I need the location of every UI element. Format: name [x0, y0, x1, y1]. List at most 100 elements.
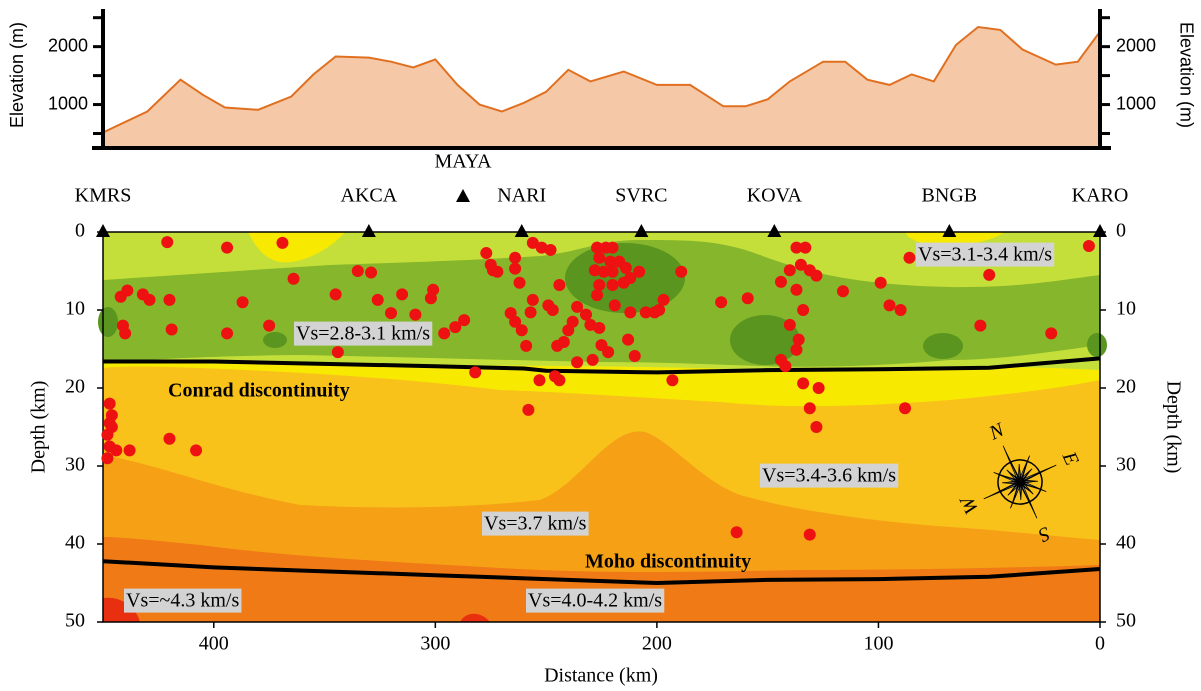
x-tick-label: 0	[1095, 633, 1105, 655]
earthquake	[237, 296, 249, 308]
earthquake	[396, 288, 408, 300]
earthquake	[527, 294, 539, 306]
earthquake	[330, 288, 342, 300]
earthquake	[1045, 327, 1057, 339]
earthquake	[797, 304, 809, 316]
earthquake	[884, 299, 896, 311]
y2-tick-label: 1000	[1116, 93, 1156, 113]
x-axis-title: Distance (km)	[544, 665, 658, 687]
station-marker	[96, 224, 110, 237]
station-label: NARI	[497, 185, 546, 207]
y2-tick-label: 10	[1116, 298, 1136, 320]
earthquake	[675, 266, 687, 278]
x-tick-label: 300	[420, 633, 450, 655]
y2-tick-label: 30	[1116, 454, 1136, 476]
earthquake	[533, 374, 545, 386]
earthquake	[372, 294, 384, 306]
figure: 1000100020002000Elevation (m)Elevation (…	[0, 0, 1201, 691]
earthquake	[784, 264, 796, 276]
earthquake	[895, 304, 907, 316]
discontinuity-label: Moho discontinuity	[585, 551, 751, 573]
earthquake	[793, 334, 805, 346]
station-marker	[362, 224, 376, 237]
velocity-label: Vs=3.1-3.4 km/s	[918, 244, 1052, 266]
earthquake	[487, 264, 499, 276]
earthquake	[190, 444, 202, 456]
station-label: SVRC	[615, 185, 667, 207]
earthquake	[365, 267, 377, 279]
earthquake	[715, 296, 727, 308]
x-tick-label: 100	[863, 633, 893, 655]
y2-axis-title: Elevation (m)	[1176, 22, 1196, 128]
earthquake	[480, 247, 492, 259]
earthquake	[332, 346, 344, 358]
y-tick-label: 20	[65, 376, 85, 398]
velocity-label: Vs=2.8-3.1 km/s	[296, 323, 430, 345]
earthquake	[509, 263, 521, 275]
earthquake	[666, 374, 678, 386]
station-label: KOVA	[747, 185, 803, 207]
elevation-area	[103, 27, 1100, 148]
earthquake	[385, 307, 397, 319]
velocity-label: Vs=4.0-4.2 km/s	[528, 590, 662, 612]
earthquake	[593, 252, 605, 264]
station-label: KARO	[1072, 185, 1129, 207]
earthquake	[409, 309, 421, 321]
y-tick-label: 1000	[48, 93, 88, 113]
earthquake	[551, 340, 563, 352]
earthquake	[731, 526, 743, 538]
earthquake	[567, 316, 579, 328]
earthquake	[137, 288, 149, 300]
earthquake	[161, 236, 173, 248]
y-axis-title: Elevation (m)	[7, 22, 27, 128]
earthquake	[804, 529, 816, 541]
y-tick-label: 50	[65, 610, 85, 632]
earthquake	[276, 237, 288, 249]
earthquake	[425, 292, 437, 304]
earthquake	[514, 277, 526, 289]
earthquake	[110, 444, 122, 456]
earthquake	[263, 320, 275, 332]
earthquake	[221, 327, 233, 339]
earthquake	[509, 252, 521, 264]
earthquake	[163, 294, 175, 306]
earthquake	[622, 334, 634, 346]
earthquake	[607, 242, 619, 254]
earthquake	[438, 327, 450, 339]
earthquake	[163, 433, 175, 445]
earthquake	[609, 299, 621, 311]
earthquake	[797, 377, 809, 389]
y-tick-label: 2000	[48, 35, 88, 55]
earthquake	[591, 289, 603, 301]
earthquake	[974, 320, 986, 332]
earthquake	[629, 350, 641, 362]
earthquake	[837, 285, 849, 297]
earthquake	[899, 402, 911, 414]
station-marker	[456, 189, 470, 202]
earthquake	[903, 252, 915, 264]
earthquake	[875, 277, 887, 289]
station-marker	[767, 224, 781, 237]
earthquake	[624, 306, 636, 318]
earthquake	[221, 242, 233, 254]
earthquake	[166, 324, 178, 336]
earthquake	[1083, 240, 1095, 252]
x-tick-label: 400	[199, 633, 229, 655]
earthquake	[520, 340, 532, 352]
earthquake	[352, 265, 364, 277]
station-label: KMRS	[75, 185, 132, 207]
earthquake	[810, 421, 822, 433]
y2-tick-label: 2000	[1116, 35, 1156, 55]
earthquake	[810, 270, 822, 282]
earthquake	[790, 284, 802, 296]
y2-tick-label: 40	[1116, 532, 1136, 554]
earthquake	[545, 244, 557, 256]
velocity-label: Vs=~4.3 km/s	[126, 590, 239, 612]
earthquake	[607, 266, 619, 278]
earthquake	[790, 344, 802, 356]
earthquake	[547, 304, 559, 316]
y-tick-label: 10	[65, 298, 85, 320]
earthquake	[799, 242, 811, 254]
station-marker	[515, 224, 529, 237]
earthquake	[124, 444, 136, 456]
